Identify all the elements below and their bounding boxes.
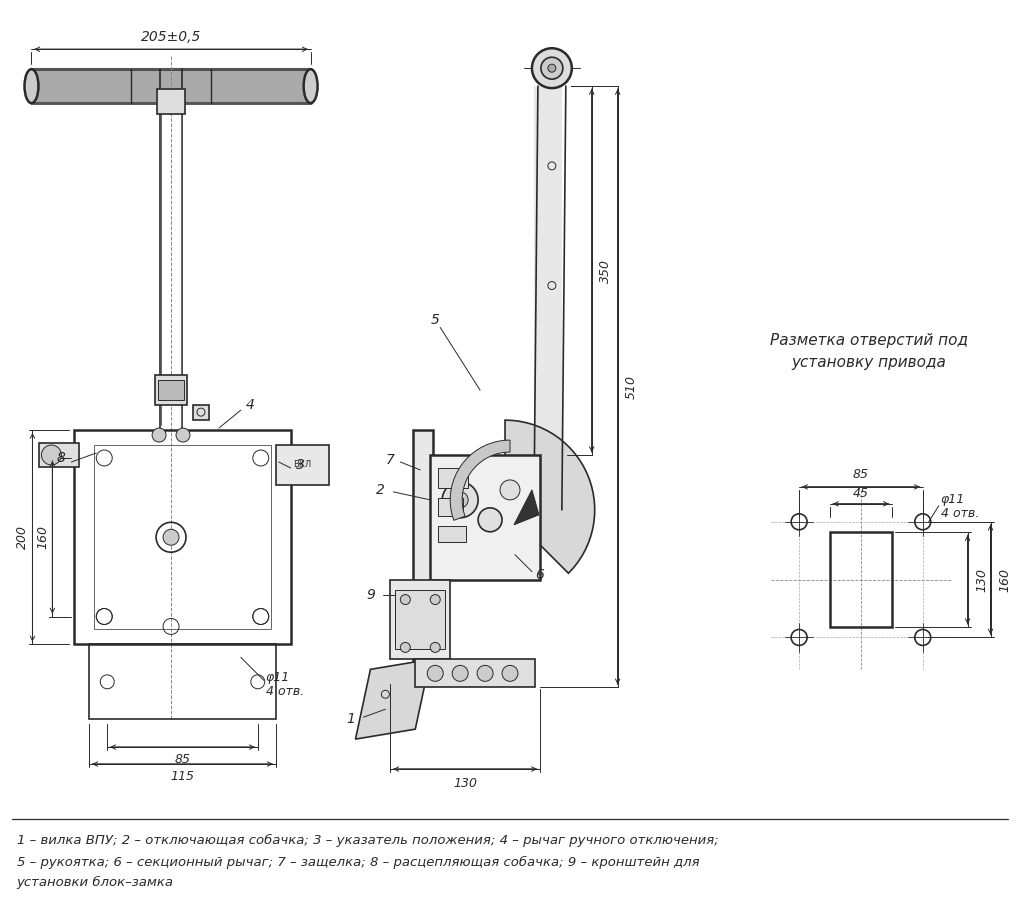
Bar [94, 445, 270, 630]
Text: 510: 510 [625, 374, 638, 399]
Text: 130: 130 [454, 777, 477, 791]
Text: 160: 160 [36, 526, 49, 549]
Bar [430, 455, 540, 579]
Text: 8: 8 [57, 451, 66, 465]
Text: 130: 130 [975, 568, 988, 591]
Bar [89, 644, 275, 719]
Text: 200: 200 [16, 526, 29, 549]
Circle shape [442, 482, 478, 517]
Bar [438, 468, 468, 488]
Text: 350: 350 [599, 259, 612, 282]
Circle shape [163, 529, 179, 545]
Text: ВКЛ: ВКЛ [293, 460, 311, 469]
Text: 4 отв.: 4 отв. [941, 507, 979, 520]
Text: 1: 1 [346, 712, 355, 726]
Text: 205±0,5: 205±0,5 [141, 30, 202, 45]
Text: 85: 85 [853, 468, 869, 481]
Ellipse shape [304, 69, 317, 103]
Bar [390, 579, 451, 660]
Polygon shape [451, 440, 510, 520]
Text: Разметка отверстий под: Разметка отверстий под [770, 333, 968, 348]
Text: 4: 4 [246, 398, 255, 412]
Text: 85: 85 [174, 752, 190, 765]
Circle shape [478, 507, 502, 532]
Text: 9: 9 [366, 588, 375, 601]
Circle shape [400, 595, 411, 605]
Circle shape [500, 480, 520, 500]
Polygon shape [505, 420, 595, 573]
Bar [275, 445, 329, 485]
Bar [40, 443, 79, 467]
Bar [534, 87, 562, 510]
Circle shape [548, 64, 556, 72]
Bar [438, 526, 466, 542]
Circle shape [453, 492, 468, 507]
Circle shape [176, 428, 190, 442]
Text: 5: 5 [431, 313, 439, 327]
Circle shape [541, 57, 563, 79]
Text: 115: 115 [171, 770, 195, 783]
Bar [416, 660, 535, 687]
Bar [32, 69, 310, 103]
Polygon shape [514, 490, 539, 525]
Text: 5 – рукоятка; 6 – секционный рычаг; 7 – защелка; 8 – расцепляющая собачка; 9 – к: 5 – рукоятка; 6 – секционный рычаг; 7 – … [16, 856, 699, 869]
Circle shape [153, 428, 166, 442]
Bar [438, 498, 463, 516]
Polygon shape [355, 660, 430, 739]
Text: 3: 3 [296, 458, 305, 472]
Circle shape [502, 665, 518, 681]
Bar [414, 430, 433, 680]
Circle shape [531, 48, 571, 88]
Bar [157, 89, 185, 114]
Circle shape [41, 445, 61, 465]
Text: φ11: φ11 [266, 670, 290, 684]
Text: 45: 45 [853, 487, 869, 500]
Circle shape [477, 665, 494, 681]
Ellipse shape [25, 69, 39, 103]
Circle shape [400, 642, 411, 652]
Bar [75, 430, 291, 644]
Text: φ11: φ11 [941, 494, 965, 507]
Text: установки блок–замка: установки блок–замка [16, 876, 173, 889]
Text: 7: 7 [386, 453, 395, 467]
Text: 6: 6 [536, 568, 545, 581]
Circle shape [430, 595, 440, 605]
Bar [395, 589, 445, 650]
Text: 160: 160 [998, 568, 1011, 591]
Circle shape [427, 665, 443, 681]
Text: 2: 2 [376, 483, 385, 496]
Text: установку привода: установку привода [792, 354, 946, 370]
Bar [158, 380, 184, 400]
Text: 1 – вилка ВПУ; 2 – отключающая собачка; 3 – указатель положения; 4 – рычаг ручно: 1 – вилка ВПУ; 2 – отключающая собачка; … [16, 834, 718, 847]
Circle shape [430, 642, 440, 652]
Text: 4 отв.: 4 отв. [266, 685, 304, 698]
Bar [155, 375, 187, 405]
Bar [830, 532, 892, 627]
Bar [193, 405, 209, 420]
Circle shape [453, 665, 468, 681]
